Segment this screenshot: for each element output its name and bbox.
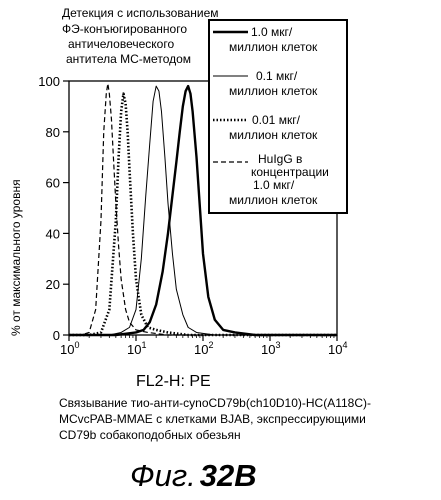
y-tick-label: 80 [46,125,60,140]
x-tick-exponent: 1 [141,340,146,350]
x-tick-base: 10 [328,342,342,357]
y-axis-ticks: 0 20 40 60 80 100 [38,74,69,343]
y-tick-label: 20 [46,277,60,292]
caption-line-1: Связывание тио-анти-cynoCD79b(ch10D10)-H… [59,396,371,410]
legend-label-1-line-2: миллион клеток [229,40,318,54]
x-tick-exponent: 2 [208,340,213,350]
x-tick-label: 104 [328,340,347,357]
x-axis-ticks: 100101102103104 [60,335,347,357]
x-tick-label: 103 [261,340,280,357]
legend-label-3-line-1: 0.01 мкг/ [252,113,301,127]
y-axis-label: % от максимального уровня [9,179,23,336]
figure-prefix: Фиг. [130,458,196,493]
legend-label-4-line-2: концентрации [251,165,329,179]
legend-label-3-line-2: миллион клеток [229,128,318,142]
x-tick-exponent: 4 [342,340,347,350]
x-tick-base: 10 [127,342,141,357]
x-tick-base: 10 [194,342,208,357]
legend-label-2-line-1: 0.1 мкг/ [256,69,298,83]
x-tick-base: 10 [60,342,74,357]
y-tick-label: 60 [46,176,60,191]
y-tick-label: 100 [38,74,60,89]
annotation-line-3: античеловеческого [68,37,174,51]
annotation-line-4: антитела МС-методом [66,52,191,66]
caption-line-3: CD79b собакоподобных обезьян [59,428,241,442]
legend: 1.0 мкг/ миллион клеток 0.1 мкг/ миллион… [209,20,347,213]
top-annotation: Детекция с использованием ФЭ-конъюгирова… [62,6,219,66]
legend-label-4-line-1: HuIgG в [258,152,302,166]
legend-label-1-line-1: 1.0 мкг/ [251,25,293,39]
legend-label-2-line-2: миллион клеток [229,84,318,98]
legend-label-4-line-4: миллион клеток [229,193,318,207]
y-tick-label: 0 [53,328,60,343]
annotation-line-2: ФЭ-конъюгированного [62,22,187,36]
legend-label-4-line-3: 1.0 мкг/ [253,178,295,192]
x-tick-label: 101 [127,340,146,357]
annotation-line-1: Детекция с использованием [62,6,219,20]
x-tick-base: 10 [261,342,275,357]
x-tick-label: 102 [194,340,213,357]
y-tick-label: 40 [46,226,60,241]
figure-number: 32B [200,458,257,493]
caption-line-2: MCvcPAB-MMAE с клетками BJAB, экспрессир… [59,412,366,426]
x-tick-label: 100 [60,340,79,357]
x-tick-exponent: 3 [275,340,280,350]
x-axis-label: FL2-H: PE [136,373,211,390]
caption: Связывание тио-анти-cynoCD79b(ch10D10)-H… [59,396,371,442]
figure-label: Фиг.32B [130,458,257,493]
x-tick-exponent: 0 [74,340,79,350]
